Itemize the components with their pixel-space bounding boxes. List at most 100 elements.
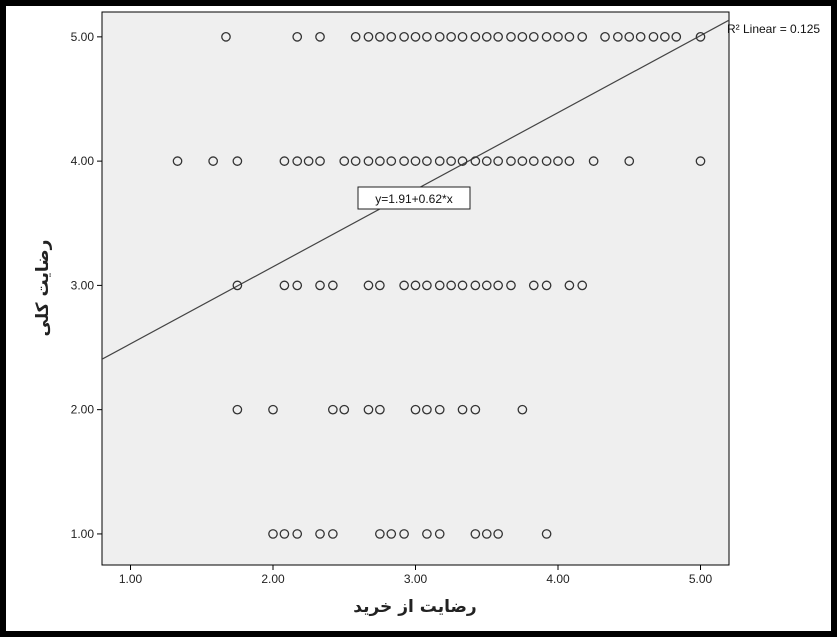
data-point xyxy=(457,156,468,166)
data-point xyxy=(470,156,481,166)
data-point xyxy=(315,280,325,291)
data-point xyxy=(363,280,374,291)
data-point xyxy=(327,404,338,415)
data-point xyxy=(541,32,552,42)
data-point xyxy=(493,280,503,291)
data-point xyxy=(470,32,481,42)
data-point xyxy=(292,156,303,166)
y-tick-label: 4.00 xyxy=(71,154,95,168)
data-point xyxy=(327,280,338,291)
data-point xyxy=(279,156,290,166)
data-point xyxy=(612,32,623,42)
data-point xyxy=(315,32,325,42)
y-tick-label: 1.00 xyxy=(71,527,95,541)
data-point xyxy=(517,404,528,415)
data-point xyxy=(422,529,432,539)
data-point xyxy=(399,280,409,291)
data-point xyxy=(434,280,445,291)
data-point xyxy=(339,404,350,415)
data-point xyxy=(457,280,468,291)
data-point xyxy=(375,32,385,42)
data-point xyxy=(553,156,563,166)
data-point xyxy=(399,156,409,166)
data-point xyxy=(660,32,670,42)
y-tick-label: 3.00 xyxy=(71,278,95,292)
data-point xyxy=(528,280,539,291)
data-point xyxy=(541,280,552,291)
data-point xyxy=(292,280,303,291)
data-point xyxy=(232,156,243,166)
data-point xyxy=(208,156,218,166)
data-point xyxy=(493,529,503,539)
data-point xyxy=(268,529,278,539)
y-tick-label: 2.00 xyxy=(71,403,95,417)
data-point xyxy=(375,529,385,539)
data-point xyxy=(434,156,445,166)
data-point xyxy=(422,404,432,415)
data-point xyxy=(422,156,432,166)
data-point xyxy=(363,32,374,42)
data-point xyxy=(268,404,278,415)
data-point xyxy=(564,32,575,42)
data-point xyxy=(648,32,659,42)
data-point xyxy=(375,156,385,166)
data-point xyxy=(541,156,552,166)
data-point xyxy=(481,280,492,291)
data-point xyxy=(624,32,635,42)
data-point xyxy=(470,280,481,291)
data-point xyxy=(232,404,243,415)
data-point xyxy=(470,529,481,539)
y-axis-title: رضایت کلی xyxy=(33,240,53,337)
data-point xyxy=(315,156,325,166)
x-tick-label: 5.00 xyxy=(689,572,713,586)
x-axis: 1.00 2.00 3.00 4.00 5.00 xyxy=(119,565,713,586)
data-point xyxy=(292,32,303,42)
data-point xyxy=(481,32,492,42)
data-point xyxy=(493,32,503,42)
data-point xyxy=(446,32,456,42)
data-point xyxy=(541,529,552,539)
data-point xyxy=(528,32,539,42)
data-point xyxy=(386,156,397,166)
data-point xyxy=(624,156,635,166)
data-point xyxy=(446,280,456,291)
data-point xyxy=(375,280,385,291)
data-point xyxy=(292,529,303,539)
data-point xyxy=(506,156,516,166)
data-point xyxy=(446,156,456,166)
data-point xyxy=(399,529,409,539)
data-point xyxy=(517,156,528,166)
x-axis-title: رضایت از خرید xyxy=(353,597,476,617)
data-point xyxy=(457,404,468,415)
data-point xyxy=(303,156,314,166)
data-point xyxy=(564,156,575,166)
data-point xyxy=(221,32,231,42)
data-point xyxy=(506,280,516,291)
data-point xyxy=(434,404,445,415)
data-point xyxy=(375,404,385,415)
data-point xyxy=(410,156,421,166)
data-point xyxy=(577,280,588,291)
data-point xyxy=(410,280,421,291)
data-point xyxy=(695,32,706,42)
x-tick-label: 2.00 xyxy=(261,572,285,586)
data-point xyxy=(493,156,503,166)
data-point xyxy=(517,32,528,42)
data-point xyxy=(172,156,183,166)
x-tick-label: 4.00 xyxy=(546,572,570,586)
data-point xyxy=(470,404,481,415)
data-point xyxy=(528,156,539,166)
data-point xyxy=(588,156,599,166)
points-layer xyxy=(172,32,706,539)
data-point xyxy=(350,32,361,42)
y-tick-label: 5.00 xyxy=(71,30,95,44)
data-point xyxy=(386,32,397,42)
data-point xyxy=(315,529,325,539)
y-axis: 1.00 2.00 3.00 4.00 5.00 xyxy=(71,30,102,541)
data-point xyxy=(410,404,421,415)
data-point xyxy=(279,280,290,291)
x-tick-label: 3.00 xyxy=(404,572,428,586)
data-point xyxy=(410,32,421,42)
data-point xyxy=(481,156,492,166)
